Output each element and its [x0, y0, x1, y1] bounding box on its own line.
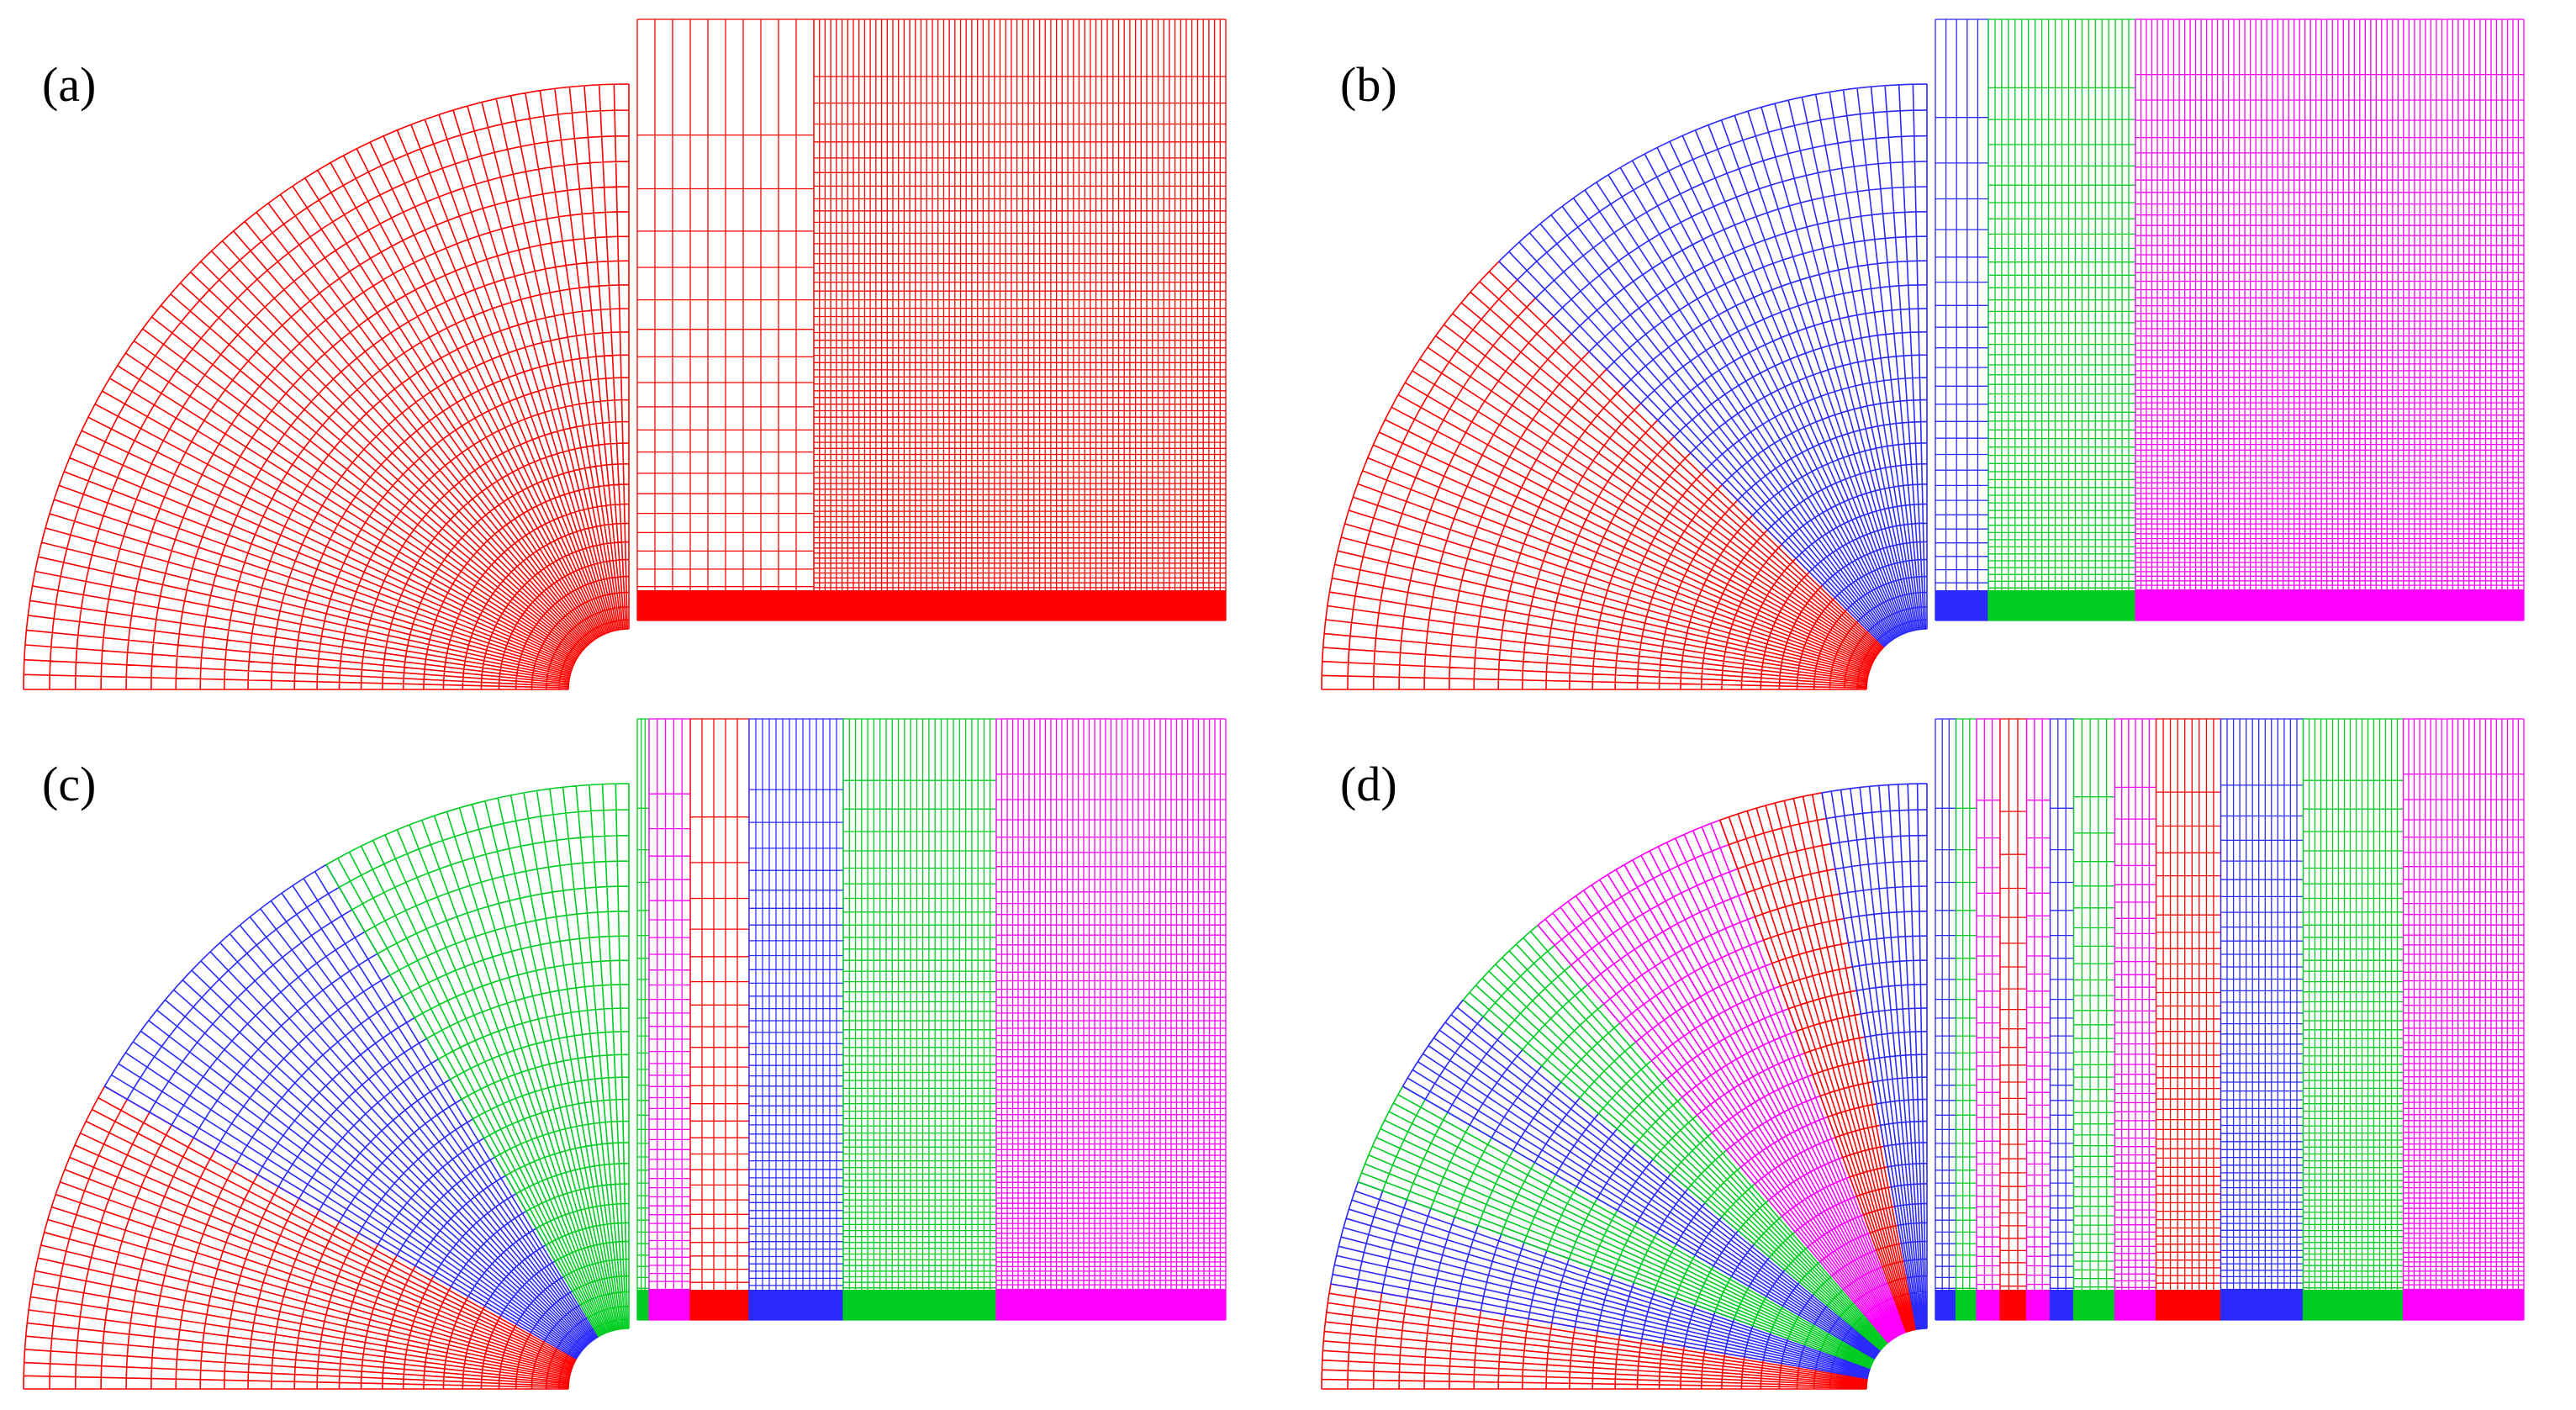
strip-magenta [2402, 718, 2525, 1321]
wedge-blue [1498, 83, 1928, 647]
strip-green [1955, 718, 1977, 1321]
strip-base-blue [1935, 590, 1988, 621]
strip-base-magenta [2403, 1290, 2524, 1320]
mesh-grid-a [23, 18, 1227, 690]
strip-base-magenta [2026, 1290, 2051, 1320]
mesh-panel-a: (a) [23, 18, 1227, 690]
strip-blue [1935, 718, 1957, 1321]
wedge-green [1462, 924, 1889, 1351]
wedge-blue [1821, 783, 1928, 1330]
strip-base-magenta [1977, 1290, 2000, 1320]
strip-red [813, 18, 1227, 621]
wedge-red [1718, 792, 1918, 1333]
strip-base-blue [1935, 1290, 1956, 1320]
strip-base-red [2000, 1290, 2027, 1320]
strip-magenta [995, 718, 1227, 1321]
wedge-blue [103, 863, 599, 1360]
wedge-red [23, 1085, 578, 1390]
strip-base-green [2303, 1290, 2404, 1320]
strip-base-green [843, 1290, 996, 1320]
wedge-red [1321, 1283, 1868, 1390]
wedge-magenta [1537, 863, 1898, 1344]
strip-base-magenta [649, 1290, 690, 1320]
panel-label-b: (b) [1340, 57, 1397, 112]
strip-green [1987, 18, 2136, 621]
wedge-red [23, 83, 630, 690]
panel-label-d: (d) [1340, 757, 1397, 811]
strip-green [842, 718, 997, 1321]
strip-base-green [1988, 590, 2135, 621]
strip-base-blue [2050, 1290, 2074, 1320]
strip-base-red [2156, 1290, 2221, 1320]
mesh-grid-c [23, 718, 1227, 1390]
strip-base-green [1956, 1290, 1977, 1320]
strip-green [636, 718, 650, 1321]
strip-blue [2220, 718, 2304, 1321]
strip-base-red [814, 590, 1226, 621]
mesh-panel-c: (c) [23, 718, 1227, 1390]
strip-blue [1935, 18, 1989, 621]
wedge-green [1357, 1085, 1876, 1370]
mesh-grid-d [1321, 718, 2525, 1390]
strip-magenta [2135, 18, 2525, 621]
strip-base-red [690, 1290, 749, 1320]
strip-base-green [2073, 1290, 2115, 1320]
mesh-grid-b [1321, 18, 2525, 690]
strip-base-magenta [2135, 590, 2524, 621]
wedge-blue [1330, 1180, 1871, 1380]
strip-red [689, 718, 750, 1321]
strip-base-blue [2220, 1290, 2304, 1320]
strip-magenta [1976, 718, 2001, 1321]
wedge-green [325, 783, 630, 1338]
strip-blue [2049, 718, 2075, 1321]
strip-base-red [637, 590, 814, 621]
mesh-panel-d: (d) [1321, 718, 2525, 1390]
wedge-red [1321, 261, 1885, 690]
panel-label-c: (c) [42, 757, 96, 811]
strip-base-magenta [2114, 1290, 2156, 1320]
strip-base-green [637, 1290, 649, 1320]
strip-base-magenta [996, 1290, 1226, 1320]
strip-green [2302, 718, 2404, 1321]
strip-red [2155, 718, 2222, 1321]
wedge-blue [1401, 999, 1882, 1360]
strip-base-blue [749, 1290, 843, 1320]
wedge-magenta [1623, 819, 1908, 1338]
strip-magenta [2025, 718, 2051, 1321]
mesh-panel-b: (b) [1321, 18, 2525, 690]
panel-label-a: (a) [42, 57, 96, 112]
